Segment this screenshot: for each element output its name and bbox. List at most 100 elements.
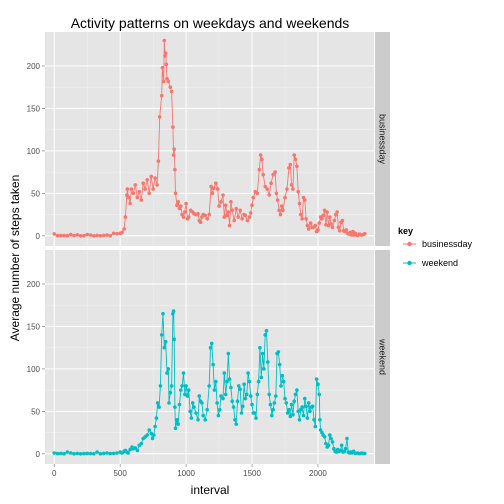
data-point-weekend bbox=[303, 396, 307, 401]
data-point-businessday bbox=[316, 228, 320, 232]
data-point-businessday bbox=[215, 187, 220, 191]
data-point-weekend bbox=[200, 401, 204, 405]
data-point-businessday bbox=[159, 93, 164, 98]
data-point-weekend bbox=[292, 399, 297, 404]
data-point-businessday bbox=[317, 221, 322, 225]
data-point-businessday bbox=[245, 218, 250, 223]
data-point-businessday bbox=[115, 231, 119, 236]
data-point-weekend bbox=[161, 311, 165, 316]
data-point-weekend bbox=[181, 371, 186, 375]
x-tick-label: 2000 bbox=[309, 469, 327, 478]
data-point-businessday bbox=[337, 228, 342, 233]
data-point-weekend bbox=[179, 388, 183, 392]
data-point-businessday bbox=[196, 211, 200, 216]
data-point-weekend bbox=[62, 451, 66, 456]
data-point-weekend bbox=[310, 404, 315, 409]
data-point-weekend bbox=[260, 351, 265, 356]
y-tick-label: 50 bbox=[31, 407, 40, 416]
data-point-weekend bbox=[324, 441, 328, 446]
data-point-businessday bbox=[279, 204, 284, 208]
data-point-weekend bbox=[322, 435, 327, 439]
data-point-weekend bbox=[263, 333, 268, 337]
data-point-businessday bbox=[349, 233, 354, 237]
data-point-weekend bbox=[172, 337, 176, 342]
data-point-weekend bbox=[245, 392, 249, 397]
data-point-businessday bbox=[313, 223, 318, 228]
legend-title: key bbox=[398, 226, 413, 236]
data-point-weekend bbox=[343, 446, 348, 451]
data-point-businessday bbox=[156, 159, 161, 163]
data-point-weekend bbox=[59, 451, 63, 456]
data-point-businessday bbox=[295, 164, 299, 168]
data-point-businessday bbox=[251, 195, 256, 200]
data-point-weekend bbox=[168, 390, 173, 395]
data-point-weekend bbox=[258, 345, 262, 350]
data-point-weekend bbox=[190, 401, 195, 405]
data-point-weekend bbox=[295, 388, 299, 392]
strip-label-weekend: weekend bbox=[378, 338, 388, 375]
data-point-weekend bbox=[166, 367, 171, 371]
data-point-businessday bbox=[260, 157, 264, 162]
data-point-weekend bbox=[231, 405, 236, 409]
data-point-businessday bbox=[221, 193, 225, 197]
data-point-businessday bbox=[222, 215, 227, 219]
data-point-weekend bbox=[186, 388, 191, 392]
data-point-businessday bbox=[145, 178, 149, 182]
data-point-businessday bbox=[225, 213, 229, 218]
data-point-weekend bbox=[115, 451, 119, 455]
data-point-businessday bbox=[125, 187, 130, 191]
data-point-businessday bbox=[267, 193, 272, 197]
data-point-weekend bbox=[214, 379, 218, 384]
data-point-weekend bbox=[82, 451, 86, 456]
y-tick-label: 100 bbox=[27, 365, 41, 374]
data-point-weekend bbox=[157, 405, 161, 409]
data-point-businessday bbox=[306, 227, 311, 231]
data-point-weekend bbox=[283, 396, 287, 401]
data-point-businessday bbox=[273, 170, 277, 174]
data-point-businessday bbox=[210, 191, 215, 196]
data-point-businessday bbox=[325, 210, 330, 214]
data-point-weekend bbox=[239, 411, 244, 415]
data-point-businessday bbox=[179, 204, 183, 208]
data-point-businessday bbox=[214, 181, 218, 185]
y-tick-label: 100 bbox=[27, 147, 41, 156]
strip-weekend bbox=[375, 250, 390, 464]
data-point-weekend bbox=[279, 384, 283, 388]
data-point-businessday bbox=[129, 187, 134, 191]
data-point-businessday bbox=[351, 229, 355, 234]
data-point-weekend bbox=[268, 402, 273, 407]
data-point-weekend bbox=[133, 446, 138, 450]
data-point-weekend bbox=[210, 341, 214, 346]
data-point-weekend bbox=[189, 416, 194, 420]
data-point-weekend bbox=[175, 418, 179, 422]
data-point-businessday bbox=[255, 191, 260, 196]
data-point-weekend bbox=[304, 404, 308, 409]
data-point-weekend bbox=[205, 407, 209, 412]
data-point-weekend bbox=[277, 362, 282, 367]
data-point-weekend bbox=[316, 382, 320, 387]
data-point-weekend bbox=[330, 440, 335, 444]
data-point-businessday bbox=[171, 153, 176, 157]
y-axis-title: Average number of steps taken bbox=[8, 175, 22, 342]
data-point-businessday bbox=[55, 233, 60, 238]
data-point-weekend bbox=[111, 451, 116, 456]
data-point-weekend bbox=[243, 396, 248, 401]
data-point-weekend bbox=[65, 450, 70, 454]
data-point-weekend bbox=[201, 413, 205, 418]
data-point-businessday bbox=[238, 208, 242, 213]
data-point-weekend bbox=[98, 452, 103, 456]
data-point-businessday bbox=[321, 213, 326, 218]
data-point-weekend bbox=[363, 451, 367, 456]
data-point-weekend bbox=[291, 412, 295, 417]
data-point-weekend bbox=[154, 416, 159, 420]
data-point-weekend bbox=[152, 433, 156, 437]
data-point-businessday bbox=[168, 85, 173, 89]
data-point-businessday bbox=[111, 231, 116, 236]
data-point-businessday bbox=[296, 189, 301, 194]
data-point-businessday bbox=[281, 208, 285, 213]
data-point-weekend bbox=[165, 371, 169, 375]
y-tick-label: 150 bbox=[27, 322, 41, 331]
data-point-businessday bbox=[171, 125, 175, 129]
data-point-businessday bbox=[125, 193, 129, 197]
data-point-businessday bbox=[223, 203, 228, 207]
